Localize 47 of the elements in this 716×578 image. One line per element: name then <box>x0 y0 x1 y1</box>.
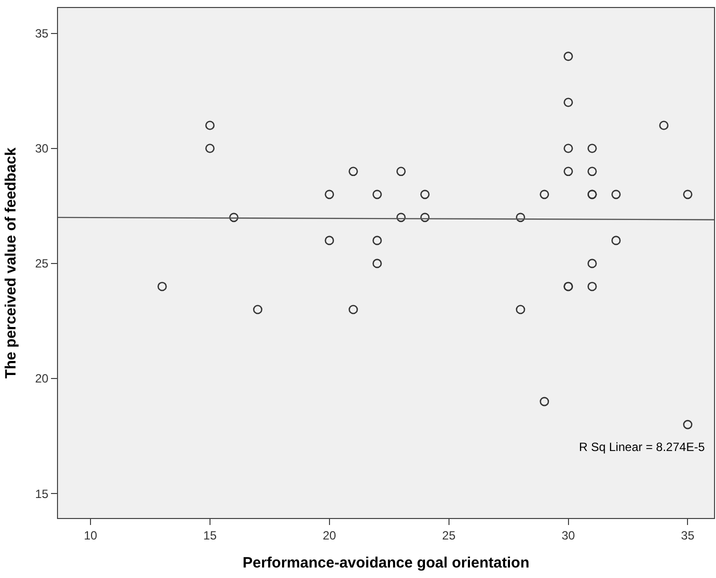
x-tick-label: 10 <box>84 528 98 543</box>
y-tick-label: 35 <box>35 26 49 41</box>
x-tick-label: 35 <box>681 528 695 543</box>
x-tick-label: 25 <box>442 528 456 543</box>
point <box>588 144 597 154</box>
point <box>205 144 215 154</box>
annotation: R Sq Linear = 8.274E-5 <box>579 440 706 454</box>
point <box>516 304 526 314</box>
point <box>348 166 358 176</box>
point <box>324 236 334 246</box>
point <box>396 212 406 222</box>
point <box>611 190 621 200</box>
point <box>588 282 597 292</box>
point <box>372 236 382 246</box>
point <box>659 120 668 130</box>
point <box>683 420 692 430</box>
point <box>564 144 573 154</box>
point <box>420 190 430 200</box>
point <box>516 212 526 222</box>
point <box>611 236 621 246</box>
y-tick-label: 15 <box>35 486 49 501</box>
point <box>205 120 215 130</box>
point <box>372 190 382 200</box>
x-tick-label: 20 <box>322 528 336 543</box>
x-axis-title: Performance-avoidance goal orientation <box>242 554 530 572</box>
point <box>540 190 550 200</box>
point <box>564 98 573 108</box>
y-axis-title: The perceived value of feedback <box>2 146 20 378</box>
y-tick-label: 25 <box>35 256 49 271</box>
y-tick-label: 30 <box>35 142 49 156</box>
point <box>564 52 573 61</box>
point <box>253 304 262 314</box>
y-tick-label: 20 <box>35 372 49 386</box>
x-tick-label: 15 <box>203 528 217 543</box>
point <box>564 166 573 176</box>
point <box>588 166 597 176</box>
x-tick-label: 30 <box>562 528 576 543</box>
point <box>540 396 550 406</box>
point <box>372 258 382 268</box>
point <box>588 258 597 268</box>
point <box>324 190 334 200</box>
point <box>348 304 358 314</box>
point <box>158 282 167 292</box>
point <box>420 212 430 222</box>
point <box>229 212 238 222</box>
point <box>396 166 406 176</box>
point <box>683 190 692 200</box>
